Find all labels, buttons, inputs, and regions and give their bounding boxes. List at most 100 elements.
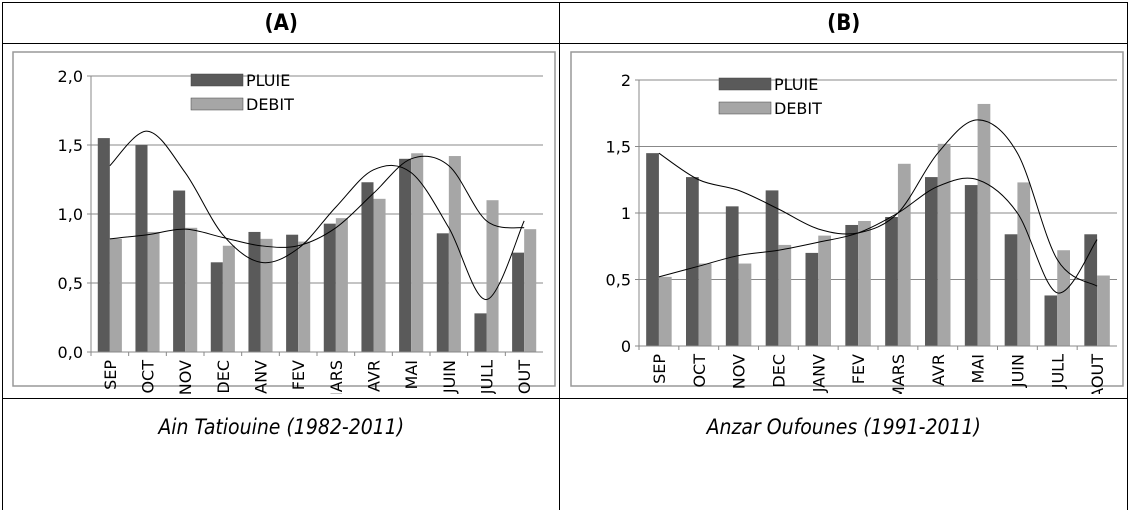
x-tick-label: MARS (889, 354, 908, 394)
bar (298, 241, 311, 352)
bar (924, 177, 938, 346)
legend-swatch (718, 77, 771, 91)
bar (778, 244, 791, 346)
bar (98, 138, 111, 352)
bar (411, 153, 424, 352)
x-tick-label: FEV (289, 360, 308, 390)
y-tick-label: 0 (621, 337, 631, 356)
x-tick-label: AOUT (1088, 354, 1107, 394)
bar (645, 153, 659, 346)
bar (110, 238, 123, 352)
bar (1044, 295, 1057, 346)
x-tick-label: MAI (968, 354, 987, 383)
y-tick-label: 0,5 (58, 274, 83, 293)
x-tick-label: JANV (809, 354, 828, 393)
bar (135, 145, 148, 352)
bar (223, 245, 236, 352)
bar (185, 227, 198, 352)
bar (964, 185, 978, 346)
x-tick-label: JUIN (440, 360, 459, 394)
trend-line (658, 119, 1098, 287)
y-tick-label: 1,0 (58, 205, 83, 224)
x-tick-label: MAI (402, 360, 421, 389)
bar (857, 220, 871, 346)
y-tick-label: 2,0 (58, 67, 83, 86)
bar (324, 223, 337, 352)
panel-header: (A) (1, 2, 561, 44)
bar (361, 182, 374, 352)
x-tick-label: OCT (139, 360, 158, 394)
x-tick-label: NOV (176, 360, 195, 394)
x-tick-label: FEV (849, 354, 868, 384)
y-tick-label: 1,5 (58, 136, 83, 155)
bar (1017, 182, 1030, 346)
panel-header: (B) (559, 2, 1128, 44)
chart: 0 0,5 1 1,5 2 SEP OCT NOV DEC JANV FEV MARS AVR MAI JU… (569, 51, 1124, 400)
bar (512, 252, 525, 352)
legend-label: DEBIT (246, 95, 294, 114)
x-tick-label: OCT (689, 354, 708, 388)
legend-swatch (190, 97, 244, 111)
bar (937, 143, 951, 346)
x-tick-label: SEP (101, 360, 120, 390)
bar (286, 234, 299, 352)
x-tick-label: SEP (650, 354, 669, 384)
bar (765, 190, 779, 346)
legend-label: PLUIE (246, 71, 290, 90)
bar (437, 233, 450, 352)
bar (1004, 234, 1018, 346)
trend-line (109, 130, 525, 301)
bar (147, 231, 160, 352)
legend-label: PLUIE (774, 75, 818, 94)
chart: 0,0 0,5 1,0 1,5 2,0 SEP OCT NOV DEC JANV FEV MARS AV… (12, 51, 556, 406)
bar (260, 238, 273, 352)
bar (805, 252, 818, 346)
bar (698, 263, 712, 346)
trend-line (658, 177, 1098, 294)
legend-label: DEBIT (774, 99, 822, 118)
bar (486, 200, 499, 352)
legend-swatch (718, 101, 771, 115)
x-tick-label: JANV (252, 360, 271, 394)
bar (474, 313, 487, 352)
y-tick-label: 1,5 (605, 138, 630, 157)
x-tick-label: NOV (729, 354, 748, 389)
x-tick-label: DEC (214, 360, 233, 394)
bar (817, 235, 831, 346)
chart-cell: 0,0 0,5 1,0 1,5 2,0 SEP OCT NOV DEC JANV FEV MARS AV… (1, 43, 561, 406)
caption: Anzar Oufounes (1991-2011) (559, 398, 1128, 510)
bar (248, 231, 261, 352)
bar (738, 263, 752, 346)
x-tick-label: MARS (327, 360, 346, 394)
x-tick-label: DEC (769, 354, 788, 388)
bar (1056, 250, 1070, 346)
y-tick-label: 0,0 (58, 343, 83, 362)
bar (977, 103, 991, 346)
y-tick-label: 2 (621, 71, 631, 90)
legend-swatch (190, 73, 244, 87)
bar (211, 262, 224, 352)
bar (897, 163, 911, 346)
chart-frame (569, 51, 1124, 387)
bar (399, 158, 412, 352)
bar (524, 229, 537, 352)
x-tick-label: JUIN (1008, 354, 1027, 388)
x-tick-label: AOUT (515, 360, 534, 394)
bar (685, 177, 699, 346)
chart-cell: 0 0,5 1 1,5 2 SEP OCT NOV DEC JANV FEV MARS AVR MAI JU… (559, 43, 1128, 400)
x-tick-label: JULL (1048, 354, 1067, 389)
bar (658, 276, 672, 346)
bar (884, 216, 898, 346)
chart-frame (12, 51, 556, 387)
bar (336, 218, 349, 352)
trend-line (110, 155, 525, 248)
bar (1084, 234, 1097, 346)
bar (845, 224, 858, 346)
y-tick-label: 0,5 (605, 271, 630, 290)
x-tick-label: AVR (365, 360, 384, 392)
bar (373, 198, 386, 352)
x-tick-label: JULL (478, 360, 497, 394)
bar (173, 190, 186, 352)
